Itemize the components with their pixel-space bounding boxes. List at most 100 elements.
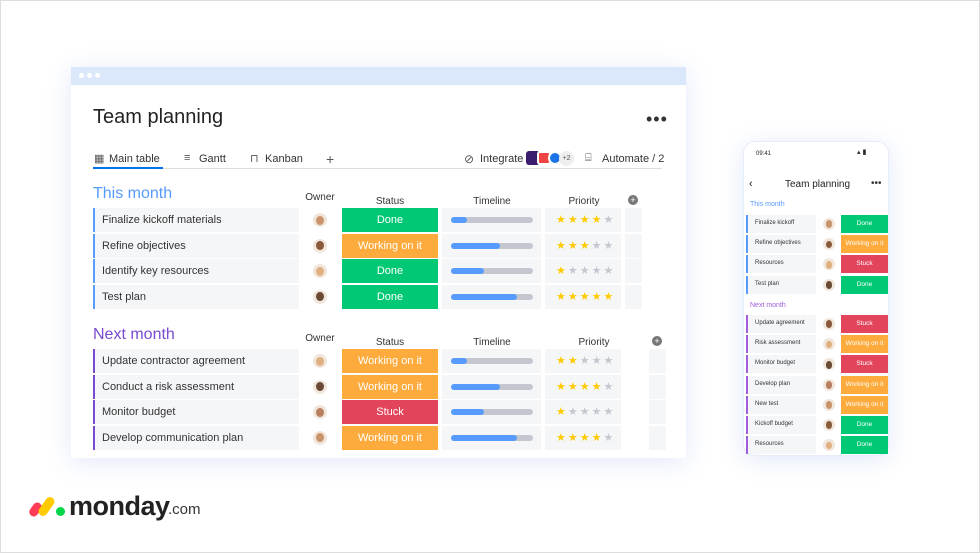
timeline-fill: [451, 242, 501, 249]
add-view[interactable]: +: [326, 151, 335, 167]
extra-cell: [649, 349, 666, 373]
phone-status[interactable]: Stuck: [841, 355, 888, 374]
priority-stars: ★★★★★: [556, 431, 616, 444]
automate[interactable]: Automate / 2: [602, 153, 665, 165]
column-header: Owner: [305, 333, 335, 344]
column-header: Owner: [305, 192, 335, 203]
phone-status[interactable]: Working on it: [841, 235, 888, 254]
task-name: Monitor budget: [102, 406, 176, 418]
phone-task-name: Update agreement: [755, 320, 805, 326]
priority-cell: [545, 374, 621, 399]
phone-menu[interactable]: •••: [871, 178, 882, 189]
timeline-track: [451, 217, 533, 223]
phone-task-cell: [746, 335, 816, 354]
phone-status[interactable]: Done: [841, 416, 888, 434]
tab[interactable]: Kanban: [265, 153, 303, 165]
status[interactable]: Done: [342, 259, 438, 283]
tab-icon: ≡: [184, 152, 191, 164]
status[interactable]: Working on it: [342, 425, 438, 450]
column-header: Status: [375, 196, 405, 207]
phone-task-name: Resources: [755, 260, 784, 267]
add-column[interactable]: +: [628, 195, 638, 205]
tab[interactable]: Main table: [109, 153, 160, 165]
timeline-fill: [451, 434, 517, 441]
avatar-face: [825, 441, 833, 450]
status[interactable]: Working on it: [342, 374, 438, 399]
timeline-fill: [451, 409, 484, 415]
phone-task-cell: [746, 355, 816, 374]
phone-status[interactable]: Working on it: [841, 395, 888, 414]
logo-mark: [27, 494, 65, 519]
integrate-more: +2: [559, 151, 574, 166]
task-name: Test plan: [102, 290, 147, 303]
priority-stars: ★★★★★: [556, 214, 616, 226]
phone-status[interactable]: Done: [841, 436, 888, 455]
timeline-fill: [451, 383, 501, 390]
avatar-face: [825, 260, 833, 269]
task-cell: [93, 400, 299, 424]
extra-cell: [625, 259, 642, 283]
back-icon[interactable]: ‹: [749, 178, 753, 190]
status[interactable]: Working on it: [342, 233, 438, 258]
timeline-track: [451, 358, 533, 364]
integrate[interactable]: Integrate: [480, 153, 524, 165]
phone-task-cell: [746, 436, 816, 455]
phone-task-name: Develop plan: [755, 380, 791, 387]
phone-status-icons: ▴ ▮: [857, 149, 867, 156]
window-bar: [71, 67, 686, 85]
phone-status[interactable]: Stuck: [841, 255, 888, 274]
timeline-fill: [451, 358, 468, 364]
priority-cell: [545, 233, 621, 258]
extra-cell: [625, 208, 642, 232]
avatar-face: [316, 241, 324, 251]
phone-task-name: New test: [755, 400, 779, 407]
phone-task-name: Resources: [755, 441, 784, 448]
phone-status[interactable]: Working on it: [841, 335, 888, 354]
status[interactable]: Done: [342, 208, 438, 232]
logo-stroke: [36, 495, 57, 518]
avatar-face: [316, 382, 324, 392]
status[interactable]: Done: [342, 284, 438, 309]
priority-cell: [545, 425, 621, 450]
task-name: Conduct a risk assessment: [102, 380, 235, 393]
integrate-icon: ⊘: [464, 152, 475, 166]
status[interactable]: Stuck: [342, 400, 438, 424]
task-name: Refine objectives: [102, 239, 186, 252]
avatar-face: [825, 220, 833, 229]
extra-cell: [625, 233, 642, 258]
timeline-fill: [451, 293, 517, 300]
phone-status[interactable]: Working on it: [841, 375, 888, 394]
task-cell: [93, 374, 299, 399]
task-name: Finalize kickoff materials: [102, 214, 222, 226]
column-header: Timeline: [473, 196, 511, 207]
phone-task-cell: [746, 395, 816, 414]
menu-icon[interactable]: •••: [646, 109, 668, 129]
priority-stars: ★★★★★: [556, 290, 616, 303]
tab[interactable]: Gantt: [199, 153, 226, 165]
avatar-face: [316, 292, 324, 302]
timeline-track: [451, 409, 533, 415]
task-name: Identify key resources: [102, 265, 209, 277]
avatar-face: [825, 360, 833, 369]
avatar-face: [316, 407, 324, 417]
task-name: Update contractor agreement: [102, 355, 246, 367]
phone-status[interactable]: Done: [841, 275, 888, 294]
phone-task-cell: [746, 275, 816, 294]
priority-cell: [545, 349, 621, 373]
phone-status[interactable]: Done: [841, 215, 888, 233]
avatar-face: [825, 320, 833, 329]
phone-task-cell: [746, 315, 816, 333]
group-title: Next month: [93, 326, 175, 343]
task-cell: [93, 259, 299, 283]
phone-status[interactable]: Stuck: [841, 315, 888, 333]
phone-task-name: Risk assessment: [755, 340, 801, 347]
phone-time: 09:41: [756, 151, 772, 157]
dot: [95, 73, 100, 78]
priority-stars: ★★★★★: [556, 239, 616, 252]
priority-cell: [545, 400, 621, 424]
add-column[interactable]: +: [652, 336, 662, 346]
extra-cell: [625, 284, 642, 309]
avatar-face: [316, 215, 324, 225]
status[interactable]: Working on it: [342, 349, 438, 373]
phone-task-cell: [746, 255, 816, 274]
